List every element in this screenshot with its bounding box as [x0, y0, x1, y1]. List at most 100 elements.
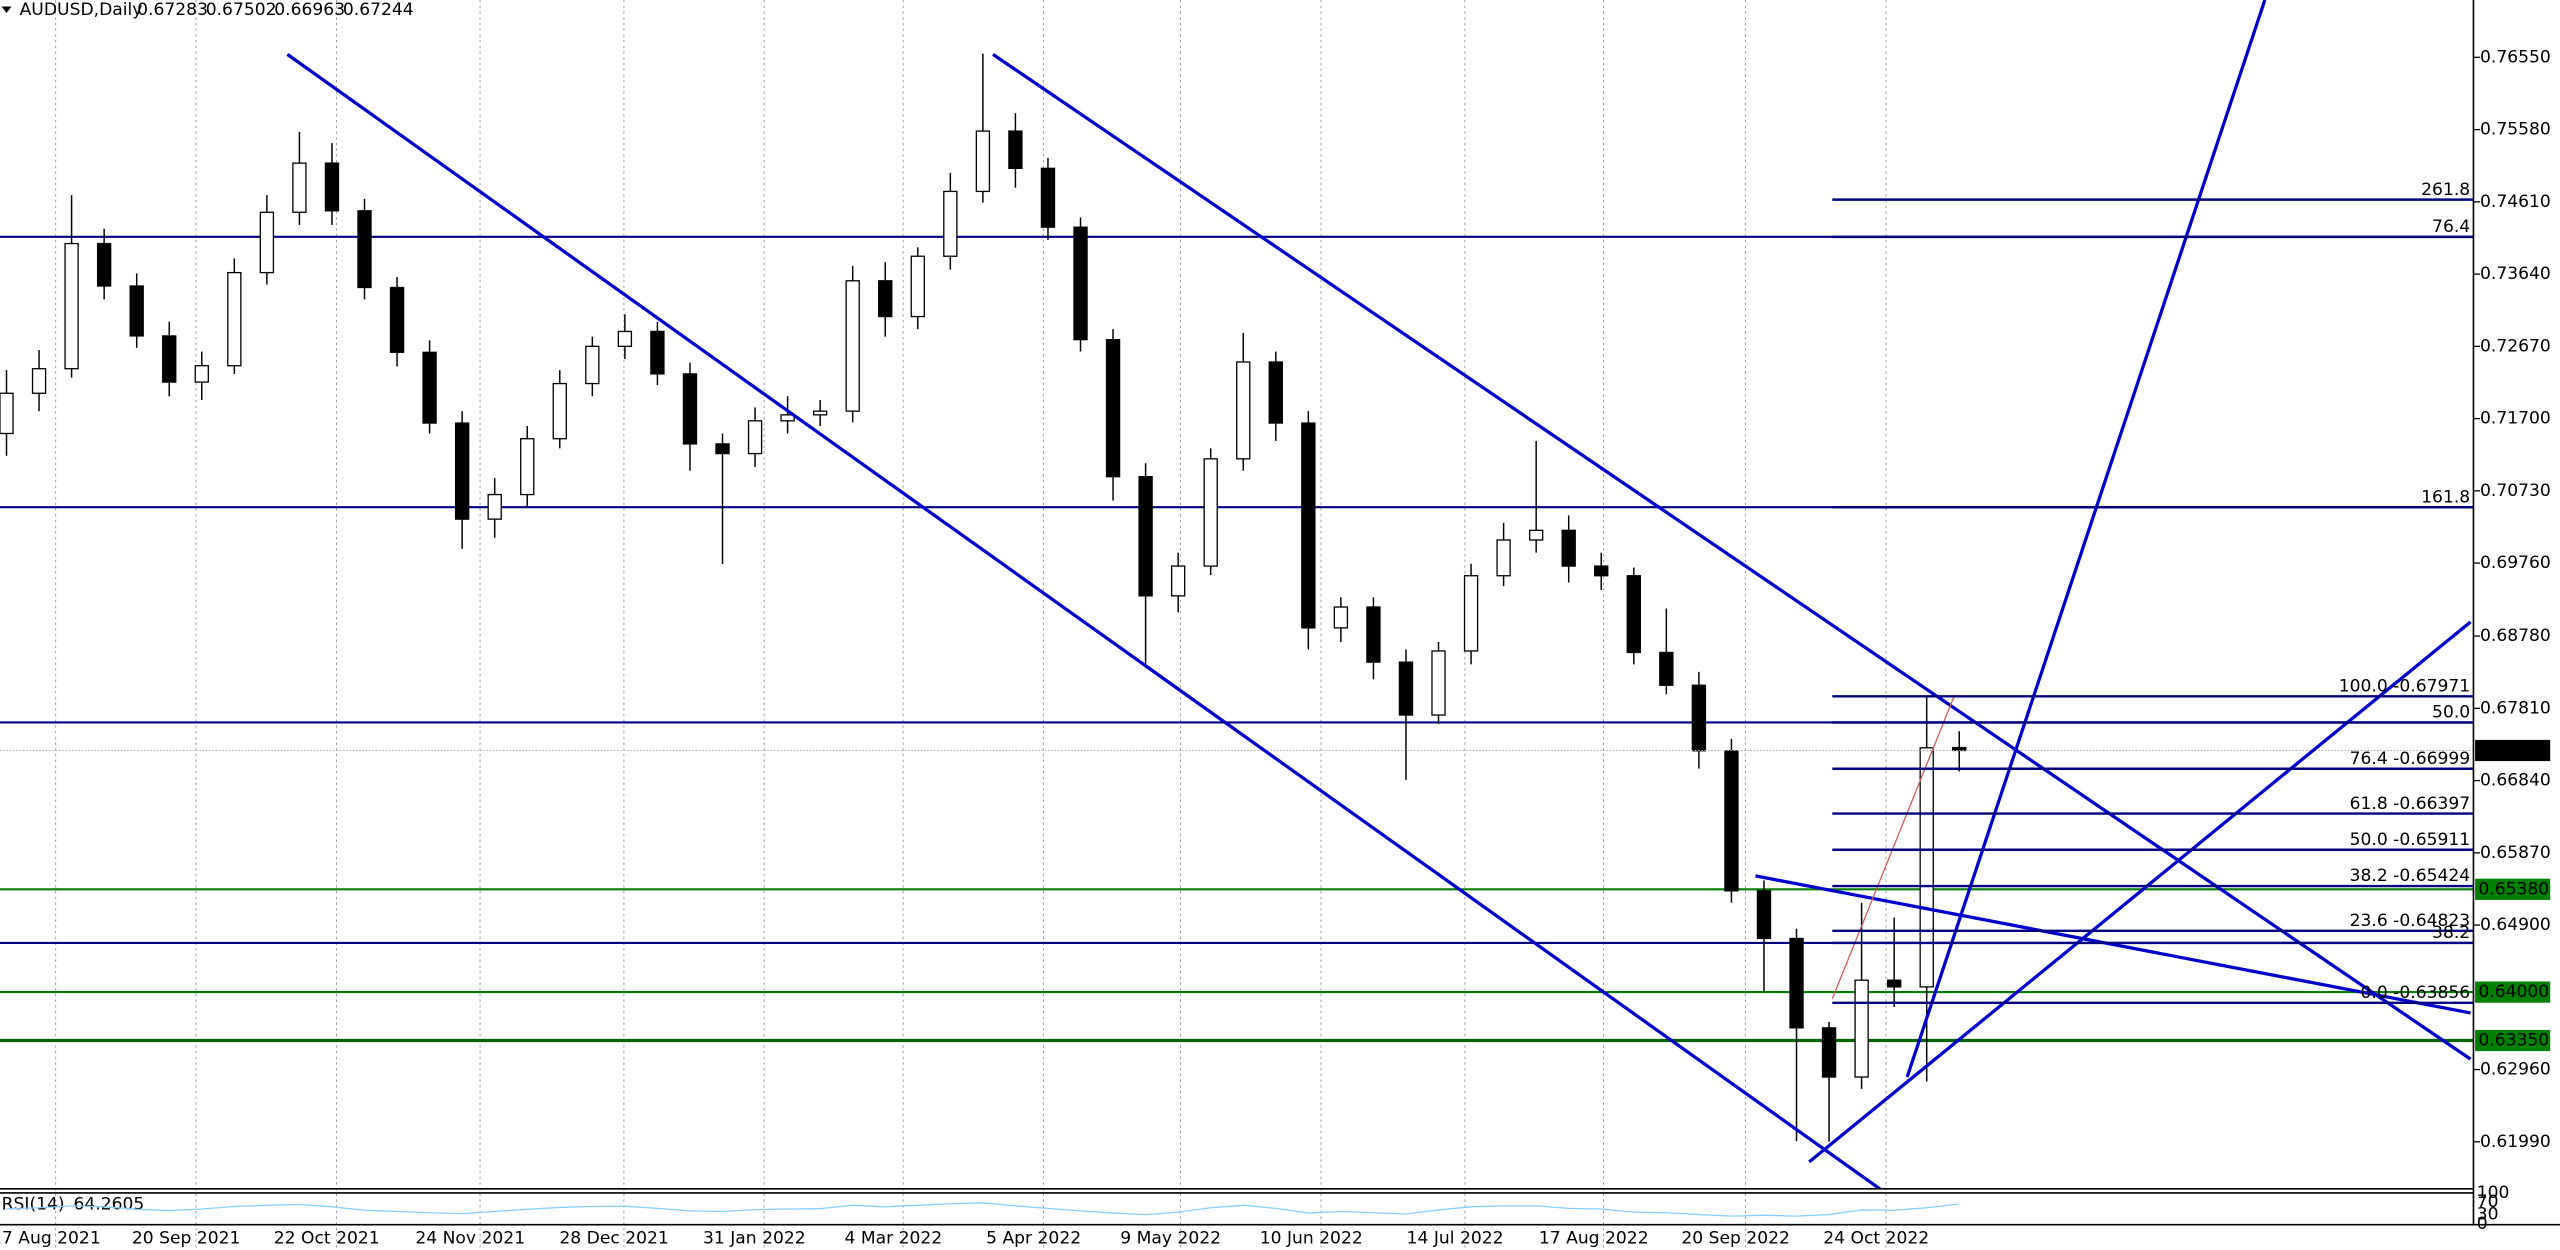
candle-body	[1431, 650, 1446, 716]
x-tick-label: 22 Oct 2021	[274, 1229, 380, 1249]
price-box-label: 0.63350	[2478, 1031, 2549, 1051]
candle-body	[650, 330, 665, 375]
candle-body	[910, 255, 925, 318]
x-tick-label: 31 Jan 2022	[703, 1229, 806, 1249]
fib-label: 76.4 -0.66999	[2350, 749, 2471, 769]
x-tick-label: 9 May 2022	[1120, 1229, 1221, 1249]
y-tick-label: 0.68780	[2480, 626, 2551, 646]
candle-body	[1659, 651, 1674, 686]
x-tick-label: 5 Apr 2022	[986, 1229, 1081, 1249]
current-price-label: 0.67244	[2478, 740, 2549, 760]
candle-body	[129, 285, 144, 337]
fib-label: 38.2 -0.65424	[2350, 866, 2471, 886]
candle-body	[454, 422, 470, 520]
candle-body	[747, 420, 763, 455]
candle-body	[389, 286, 405, 353]
y-tick-label: 0.75580	[2480, 120, 2551, 140]
trendline	[286, 53, 1882, 1188]
fib-label: 0.0 -0.63856	[2360, 983, 2470, 1003]
candle-body	[1138, 476, 1153, 597]
candle-body	[1008, 130, 1023, 169]
x-tick-label: 28 Dec 2021	[559, 1229, 668, 1249]
price-box-label: 0.65380	[2478, 879, 2549, 899]
y-tick-label: 0.66840	[2480, 771, 2551, 791]
candle-body	[227, 271, 242, 367]
x-tick-label: 4 Mar 2022	[844, 1229, 942, 1249]
y-tick-label: 0.67810	[2480, 698, 2551, 718]
fib-extension-label: 161.8	[2421, 487, 2470, 507]
x-tick-label: 14 Jul 2022	[1407, 1229, 1504, 1249]
fib-label: 50.0 -0.65911	[2350, 830, 2471, 850]
candle-body	[31, 368, 47, 394]
y-tick-label: 0.61990	[2480, 1132, 2551, 1152]
x-tick-label: 20 Sep 2022	[1681, 1229, 1790, 1249]
fib-label: 61.8 -0.66397	[2350, 794, 2471, 814]
candle-body	[96, 242, 112, 287]
candle-body	[1756, 890, 1772, 940]
y-tick-label: 0.62960	[2480, 1060, 2551, 1080]
candle-body	[1561, 529, 1576, 567]
candle-body	[878, 280, 893, 318]
price-box	[2475, 1029, 2551, 1052]
price-box-label: 0.64000	[2478, 982, 2549, 1002]
fib-label: 100.0 -0.67971	[2339, 677, 2471, 697]
candle-body	[1821, 1027, 1837, 1078]
candle-body	[1594, 565, 1609, 577]
y-tick-label: 0.70730	[2480, 481, 2551, 501]
open-value: 0.67283	[137, 0, 208, 20]
candle-body	[1854, 979, 1869, 1078]
candle-body	[617, 330, 633, 347]
candle-body	[1366, 606, 1381, 663]
candle-body	[585, 345, 600, 385]
candle-body	[162, 335, 177, 383]
candle-body	[1496, 539, 1511, 577]
candle-body	[1105, 338, 1121, 478]
candle-body	[1170, 565, 1186, 597]
trendline	[1755, 874, 2471, 1015]
candle-body	[1919, 747, 1934, 988]
candle-body	[1040, 167, 1056, 228]
candle-body	[1203, 458, 1218, 567]
fib-extension-label: 50.0	[2432, 703, 2470, 723]
candle-body	[259, 211, 275, 274]
trendline	[1808, 620, 2472, 1164]
fib-label: 23.6 -0.64823	[2350, 911, 2471, 931]
candle-body	[1333, 606, 1349, 629]
candle-body	[520, 438, 535, 496]
fib-extension-label: 38.2	[2432, 923, 2470, 943]
x-tick-label: 24 Oct 2022	[1823, 1229, 1929, 1249]
candle-body	[324, 162, 340, 212]
candle-body	[1528, 529, 1544, 541]
candle-body	[552, 382, 567, 440]
rsi-line	[6, 1202, 1960, 1217]
candle-body	[780, 414, 795, 422]
current-price-box	[2475, 739, 2551, 762]
candle-body	[975, 130, 991, 193]
candle-body	[1236, 361, 1251, 460]
candle-body	[1789, 937, 1804, 1029]
candle-body	[64, 242, 79, 370]
candle-body	[1268, 361, 1283, 424]
trendline	[1831, 694, 1956, 1000]
candle-body	[487, 493, 502, 520]
candle-body	[1301, 422, 1316, 629]
y-tick-label: 0.72670	[2480, 336, 2551, 356]
candle-body	[0, 392, 14, 435]
rsi-tick-label: 30	[2477, 1205, 2499, 1225]
candle-body	[682, 373, 698, 445]
trendline	[1905, 0, 2267, 1078]
y-tick-label: 0.73640	[2480, 264, 2551, 284]
x-tick-label: 17 Aug 2021	[0, 1229, 101, 1249]
menu-triangle[interactable]	[1, 6, 12, 14]
candle-body	[812, 410, 828, 416]
rsi-tick-label: 70	[2477, 1192, 2499, 1212]
candle-body	[1691, 684, 1707, 752]
price-box	[2475, 981, 2551, 1003]
x-tick-label: 10 Jun 2022	[1260, 1229, 1363, 1249]
close-value: 0.67244	[343, 0, 414, 20]
x-tick-label: 20 Sep 2021	[132, 1229, 241, 1249]
